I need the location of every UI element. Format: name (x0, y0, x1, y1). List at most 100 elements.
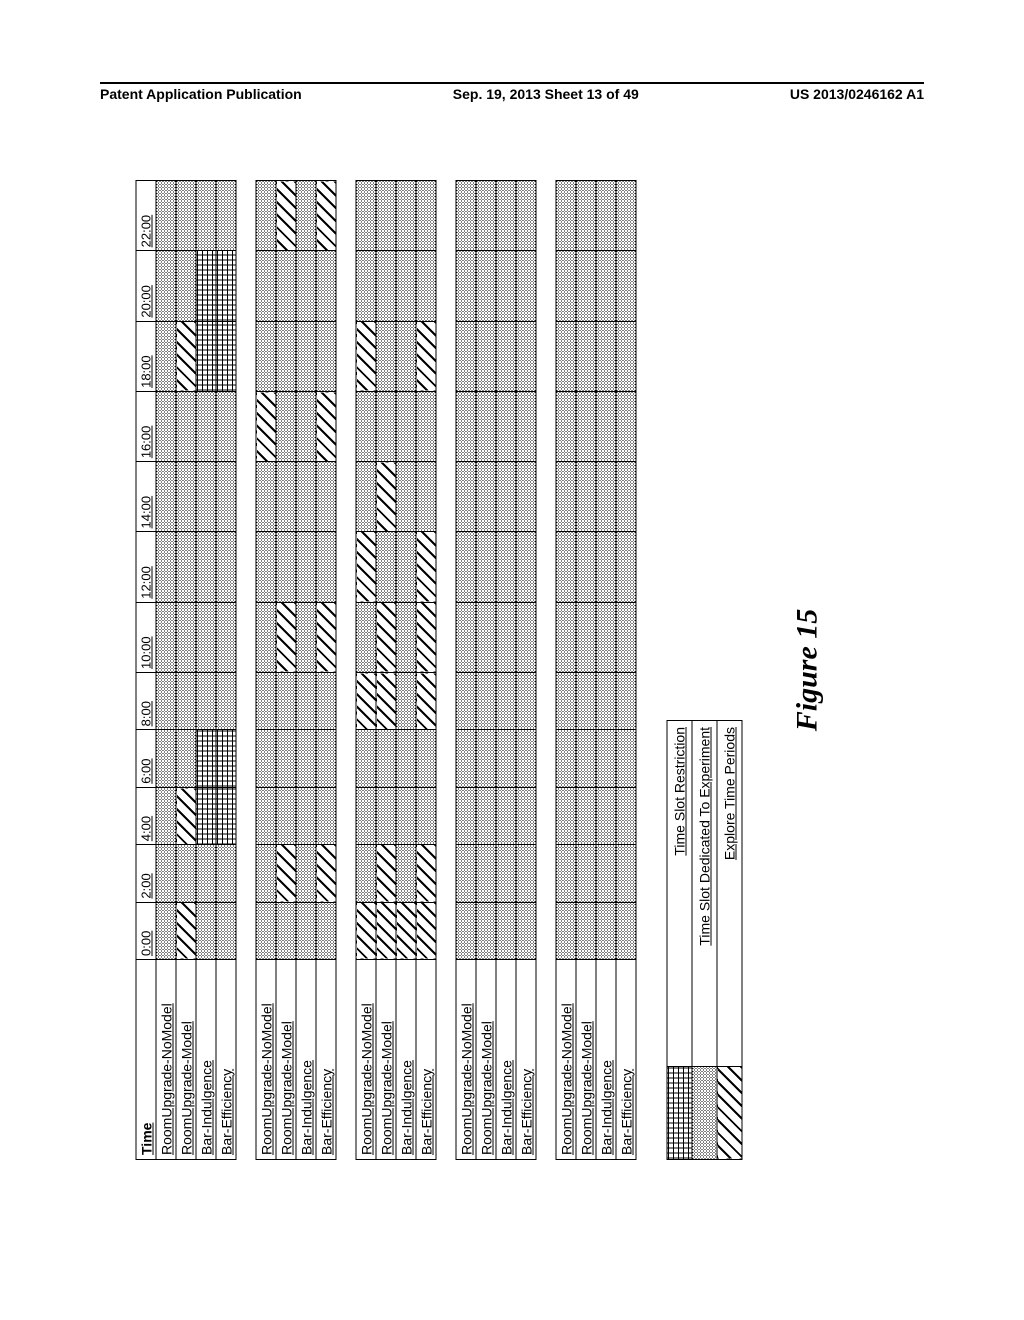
time-cell (616, 321, 636, 391)
legend-swatch-dense (692, 1067, 717, 1160)
time-cell (396, 462, 416, 532)
time-cell (456, 321, 476, 391)
time-cell (616, 391, 636, 461)
time-cell (416, 845, 436, 902)
time-cell (356, 787, 376, 844)
time-cell (596, 321, 616, 391)
time-cell (256, 845, 276, 902)
chart-row: RoomUpgrade-NoModel (256, 181, 276, 1160)
time-cell (576, 902, 596, 959)
time-cell (176, 845, 196, 902)
time-cell (256, 730, 276, 787)
time-cell (376, 845, 396, 902)
time-cell (156, 845, 176, 902)
time-cell (356, 532, 376, 602)
chart-row: RoomUpgrade-NoModel (556, 181, 576, 1160)
time-cell (376, 532, 396, 602)
time-cell (596, 251, 616, 321)
time-cell (456, 391, 476, 461)
time-cell (176, 181, 196, 251)
time-cell (176, 251, 196, 321)
chart-row: RoomUpgrade-NoModel (356, 181, 376, 1160)
time-cell (516, 251, 536, 321)
time-cell (156, 902, 176, 959)
time-cell (416, 532, 436, 602)
time-header: 10:00 (136, 602, 156, 672)
time-cell (456, 462, 476, 532)
chart-row: Bar-Indulgence (296, 181, 316, 1160)
time-cell (596, 787, 616, 844)
time-cell (376, 251, 396, 321)
time-cell (376, 787, 396, 844)
time-cell (196, 902, 216, 959)
time-cell (176, 787, 196, 844)
time-cell (556, 251, 576, 321)
legend-restriction: Time Slot Restriction (667, 721, 692, 1067)
chart-row: RoomUpgrade-Model (376, 181, 396, 1160)
time-cell (396, 181, 416, 251)
row-label: RoomUpgrade-Model (476, 960, 496, 1160)
time-cell (476, 845, 496, 902)
time-header: 8:00 (136, 672, 156, 729)
time-cell (296, 251, 316, 321)
time-cell (216, 787, 236, 844)
time-cell (316, 730, 336, 787)
chart-row: Bar-Indulgence (596, 181, 616, 1160)
legend-row: Time Slot Restriction (667, 721, 692, 1160)
time-cell (276, 321, 296, 391)
time-cell (476, 672, 496, 729)
row-label: RoomUpgrade-NoModel (156, 960, 176, 1160)
time-cell (276, 902, 296, 959)
time-cell (316, 787, 336, 844)
time-cell (216, 672, 236, 729)
time-cell (256, 532, 276, 602)
time-cell (556, 462, 576, 532)
time-cell (416, 602, 436, 672)
time-cell (456, 602, 476, 672)
time-cell (556, 602, 576, 672)
time-cell (256, 391, 276, 461)
time-cell (476, 321, 496, 391)
time-cell (176, 672, 196, 729)
time-cell (416, 672, 436, 729)
time-cell (396, 602, 416, 672)
time-cell (416, 902, 436, 959)
time-header: 14:00 (136, 462, 156, 532)
time-cell (296, 787, 316, 844)
time-cell (396, 251, 416, 321)
time-cell (376, 730, 396, 787)
time-cell (616, 672, 636, 729)
time-header: 22:00 (136, 181, 156, 251)
time-cell (476, 787, 496, 844)
chart-row: RoomUpgrade-NoModel (156, 181, 176, 1160)
time-cell (356, 391, 376, 461)
time-cell (156, 532, 176, 602)
time-cell (516, 602, 536, 672)
time-cell (156, 730, 176, 787)
header-left: Patent Application Publication (100, 86, 302, 102)
time-cell (556, 672, 576, 729)
time-cell (596, 602, 616, 672)
time-cell (196, 181, 216, 251)
time-cell (216, 532, 236, 602)
time-cell (416, 462, 436, 532)
time-cell (416, 730, 436, 787)
time-cell (196, 845, 216, 902)
time-cell (316, 391, 336, 461)
time-cell (196, 321, 216, 391)
time-cell (396, 672, 416, 729)
row-label: RoomUpgrade-NoModel (256, 960, 276, 1160)
time-cell (196, 787, 216, 844)
time-cell (476, 602, 496, 672)
time-cell (296, 321, 316, 391)
time-cell (356, 321, 376, 391)
time-cell (416, 181, 436, 251)
time-cell (556, 181, 576, 251)
time-cell (276, 730, 296, 787)
time-cell (516, 181, 536, 251)
time-cell (456, 902, 476, 959)
time-cell (496, 672, 516, 729)
time-cell (296, 672, 316, 729)
time-cell (216, 181, 236, 251)
time-cell (396, 787, 416, 844)
